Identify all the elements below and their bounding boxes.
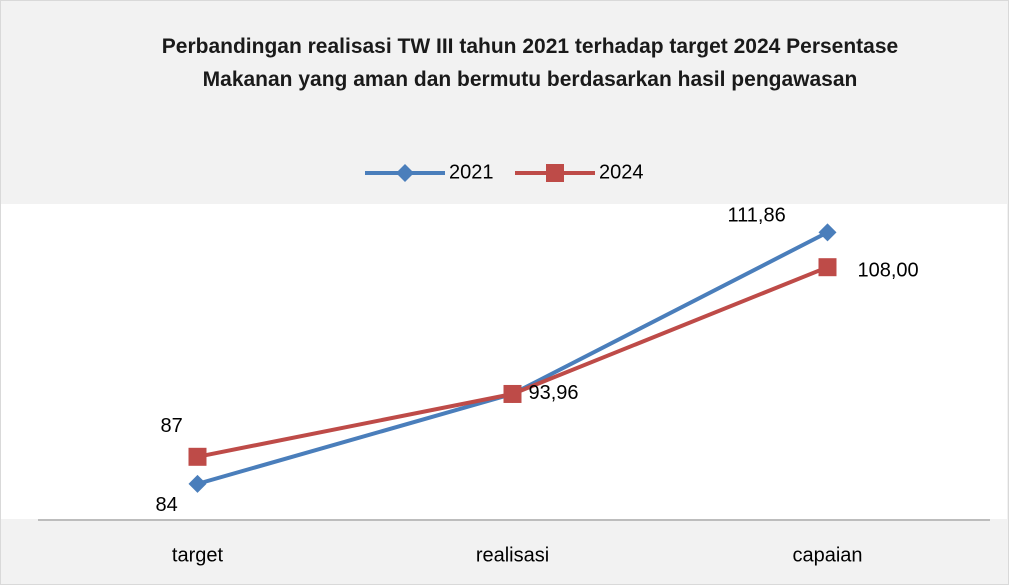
x-tick-label: capaian (792, 544, 862, 566)
data-label: 93,96 (529, 382, 579, 404)
legend-marker (396, 164, 414, 182)
data-label: 87 (161, 415, 183, 437)
x-tick-label: realisasi (476, 544, 549, 566)
data-label: 108,00 (858, 259, 919, 281)
marker (188, 447, 207, 466)
plot-area (1, 204, 1007, 519)
data-label: 84 (156, 494, 178, 516)
data-label: 111,86 (728, 205, 786, 227)
marker (818, 258, 837, 277)
legend-marker (546, 164, 564, 182)
marker (188, 474, 207, 493)
marker (503, 384, 522, 403)
marker (818, 223, 837, 242)
legend-label: 2024 (599, 161, 644, 183)
x-tick-label: target (172, 544, 224, 566)
chart-title: Perbandingan realisasi TW III tahun 2021… (161, 35, 899, 91)
legend-label: 2021 (449, 161, 494, 183)
